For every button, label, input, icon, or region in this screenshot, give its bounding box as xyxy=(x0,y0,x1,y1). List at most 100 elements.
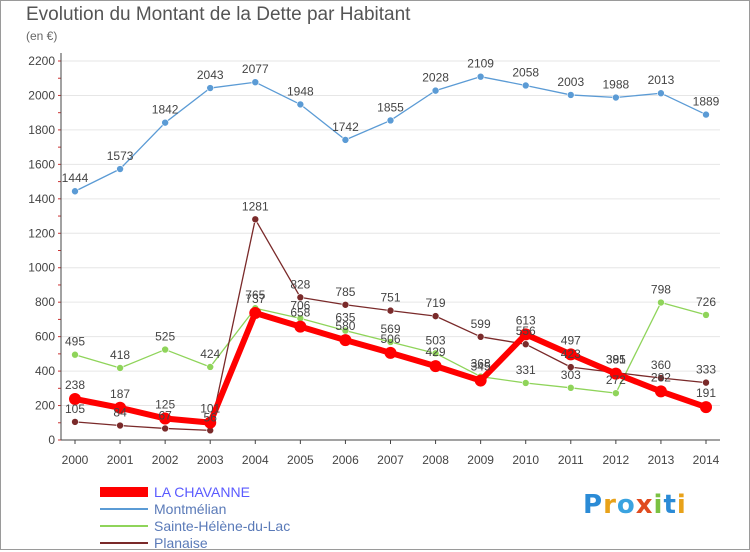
data-label: 635 xyxy=(335,311,355,325)
data-label: 2058 xyxy=(512,65,539,79)
x-tick-label: 2008 xyxy=(422,453,449,467)
data-point xyxy=(521,379,530,387)
data-point xyxy=(521,340,530,349)
x-tick-label: 2007 xyxy=(377,453,404,467)
x-tick-label: 2005 xyxy=(287,453,314,467)
x-tick-label: 2001 xyxy=(107,453,134,467)
y-tick-label: 1400 xyxy=(28,192,55,206)
data-label: 497 xyxy=(561,333,581,347)
data-point xyxy=(702,311,710,319)
data-label: 56 xyxy=(204,410,218,424)
data-label: 282 xyxy=(651,370,671,384)
data-point xyxy=(294,320,307,333)
proxiti-logo: Proxiti xyxy=(583,490,687,520)
y-tick-label: 1200 xyxy=(28,226,55,240)
data-label: 2077 xyxy=(242,62,269,76)
data-label: 101 xyxy=(200,402,220,416)
data-label: 503 xyxy=(426,333,446,347)
data-point xyxy=(612,389,620,397)
data-label: 2028 xyxy=(422,71,449,85)
y-tick-label: 1000 xyxy=(28,261,55,275)
data-label: 719 xyxy=(426,296,446,310)
data-point xyxy=(564,348,577,361)
legend-swatch xyxy=(100,542,148,544)
data-label: 580 xyxy=(335,319,355,333)
data-label: 785 xyxy=(335,285,355,299)
data-point xyxy=(519,328,532,341)
y-tick-label: 1600 xyxy=(28,157,55,171)
data-point xyxy=(566,363,575,371)
x-tick-label: 2011 xyxy=(558,453,584,467)
data-label: 429 xyxy=(426,345,446,359)
data-point xyxy=(206,84,215,92)
data-label: 1281 xyxy=(242,199,269,213)
data-point xyxy=(657,89,665,98)
legend-label: LA CHAVANNE xyxy=(154,484,250,500)
axes: 0 200 400 600 800 1000 1200 1400 1600 1800 2000 220… xyxy=(28,53,720,467)
data-label: 828 xyxy=(290,277,310,291)
chart-title: Evolution du Montant de la Dette par Hab… xyxy=(26,4,411,25)
data-label: 331 xyxy=(516,363,536,377)
x-tick-label: 2003 xyxy=(197,453,224,467)
data-label: 423 xyxy=(561,347,581,361)
data-point xyxy=(612,93,620,102)
data-point xyxy=(116,165,124,173)
data-point xyxy=(429,360,442,373)
y-tick-label: 1800 xyxy=(28,123,55,137)
legend-label: Montmélian xyxy=(154,501,227,517)
data-label: 2043 xyxy=(197,68,224,82)
data-point xyxy=(161,118,169,127)
data-point xyxy=(249,307,262,320)
legend-swatch xyxy=(100,525,148,527)
x-tick-label: 2010 xyxy=(512,453,539,467)
data-point xyxy=(431,312,440,320)
legend-label: Planaise xyxy=(154,535,208,551)
data-point xyxy=(116,421,124,430)
x-tick-label: 2013 xyxy=(648,453,675,467)
data-label: 191 xyxy=(696,386,716,400)
data-label: 187 xyxy=(110,387,130,401)
data-point xyxy=(702,378,710,387)
data-label: 368 xyxy=(471,357,491,371)
data-label: 1444 xyxy=(62,171,89,185)
data-label: 360 xyxy=(651,358,671,372)
data-point xyxy=(161,424,169,433)
data-label: 798 xyxy=(651,283,671,297)
y-tick-label: 200 xyxy=(35,399,55,413)
data-label: 333 xyxy=(696,363,716,377)
data-label: 658 xyxy=(290,306,310,320)
data-point xyxy=(566,384,575,392)
data-label: 2013 xyxy=(648,73,675,87)
data-label: 751 xyxy=(380,291,400,305)
data-point xyxy=(159,412,172,425)
data-point xyxy=(657,298,665,307)
data-label: 105 xyxy=(65,402,85,416)
y-tick-label: 2000 xyxy=(28,88,55,102)
data-label: 569 xyxy=(380,322,400,336)
data-point xyxy=(296,100,305,109)
data-point xyxy=(654,385,667,398)
series-lines xyxy=(69,72,712,435)
data-point xyxy=(71,418,79,426)
data-label: 1948 xyxy=(287,84,314,98)
chart-subtitle: (en €) xyxy=(26,29,58,43)
data-point xyxy=(204,416,217,429)
data-label: 1742 xyxy=(332,120,359,134)
data-label: 599 xyxy=(471,317,491,331)
data-label: 238 xyxy=(65,378,85,392)
data-label: 272 xyxy=(606,373,626,387)
data-point xyxy=(69,392,81,405)
x-tick-label: 2000 xyxy=(62,453,89,467)
data-label: 706 xyxy=(290,298,310,312)
data-point xyxy=(251,78,260,86)
x-tick-label: 2002 xyxy=(152,453,179,467)
data-label: 1855 xyxy=(377,100,404,114)
data-point xyxy=(431,349,440,358)
data-point xyxy=(251,215,260,224)
y-tick-label: 0 xyxy=(48,433,55,447)
data-label: 84 xyxy=(113,406,127,420)
data-point xyxy=(339,334,352,347)
data-label: 765 xyxy=(245,288,265,302)
data-label: 2109 xyxy=(467,57,494,71)
data-point xyxy=(476,72,485,81)
